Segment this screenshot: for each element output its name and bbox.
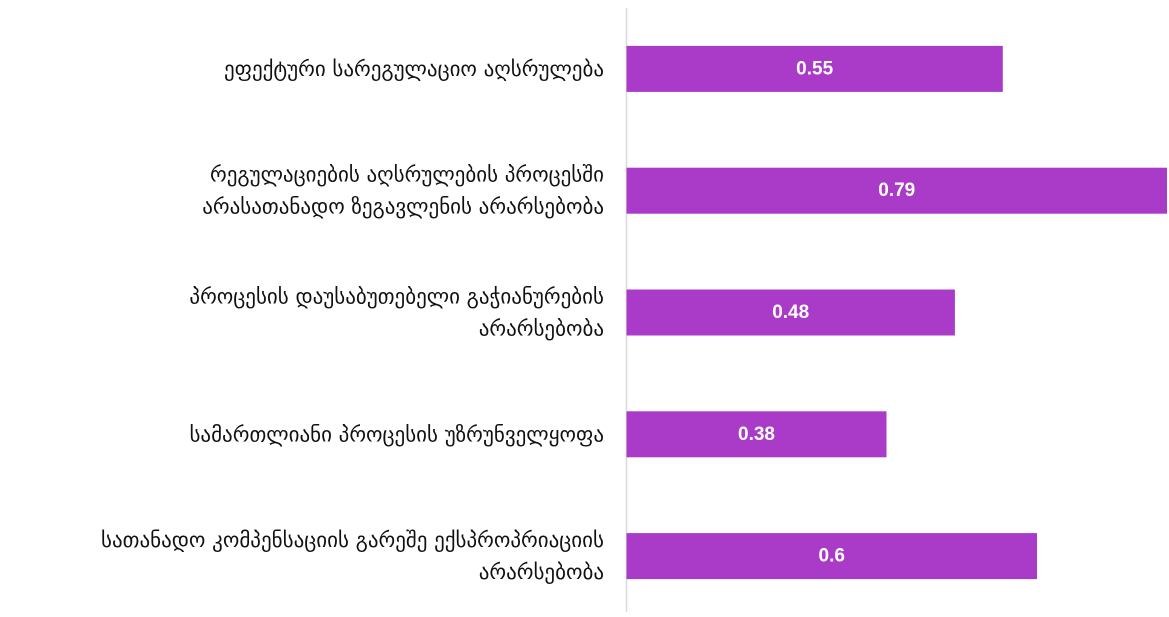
category-labels-group: ეფექტური სარეგულაციო აღსრულება რეგულაციებ… — [101, 57, 604, 584]
bar — [626, 167, 1167, 214]
category-label-line: სათანადო კომპენსაციის გარეშე ექსპროპრიაც… — [101, 528, 604, 552]
category-label: სათანადო კომპენსაციის გარეშე ექსპროპრიაც… — [101, 528, 604, 584]
category-label-line: არარსებობა — [479, 560, 604, 584]
bar — [626, 411, 887, 458]
category-label-line: არასათანადო ზეგავლენის არარსებობა — [202, 195, 604, 219]
bar — [626, 289, 955, 336]
category-label: რეგულაციების აღსრულების პროცესში არასათან… — [202, 163, 604, 219]
category-label-line: სამართლიანი პროცესის უზრუნველყოფა — [189, 422, 604, 446]
bar — [626, 45, 1003, 92]
category-label-line: ეფექტური სარეგულაციო აღსრულება — [224, 57, 604, 81]
category-label-line: არარსებობა — [479, 317, 604, 341]
value-labels-group: 0.55 0.79 0.48 0.38 0.6 — [738, 58, 915, 566]
category-label: სამართლიანი პროცესის უზრუნველყოფა — [189, 422, 604, 446]
bar-value-label: 0.48 — [772, 302, 809, 323]
bar-value-label: 0.55 — [796, 58, 833, 79]
bar — [626, 533, 1038, 580]
bar-value-label: 0.38 — [738, 424, 775, 445]
bars-group — [626, 45, 1167, 580]
category-label-line: რეგულაციების აღსრულების პროცესში — [210, 163, 604, 187]
bar-value-label: 0.79 — [878, 180, 915, 201]
category-label-line: პროცესის დაუსაბუთებელი გაჭიანურების — [189, 285, 604, 309]
category-label: ეფექტური სარეგულაციო აღსრულება — [224, 57, 604, 81]
category-label: პროცესის დაუსაბუთებელი გაჭიანურების არარს… — [189, 285, 604, 341]
bar-value-label: 0.6 — [819, 546, 845, 567]
